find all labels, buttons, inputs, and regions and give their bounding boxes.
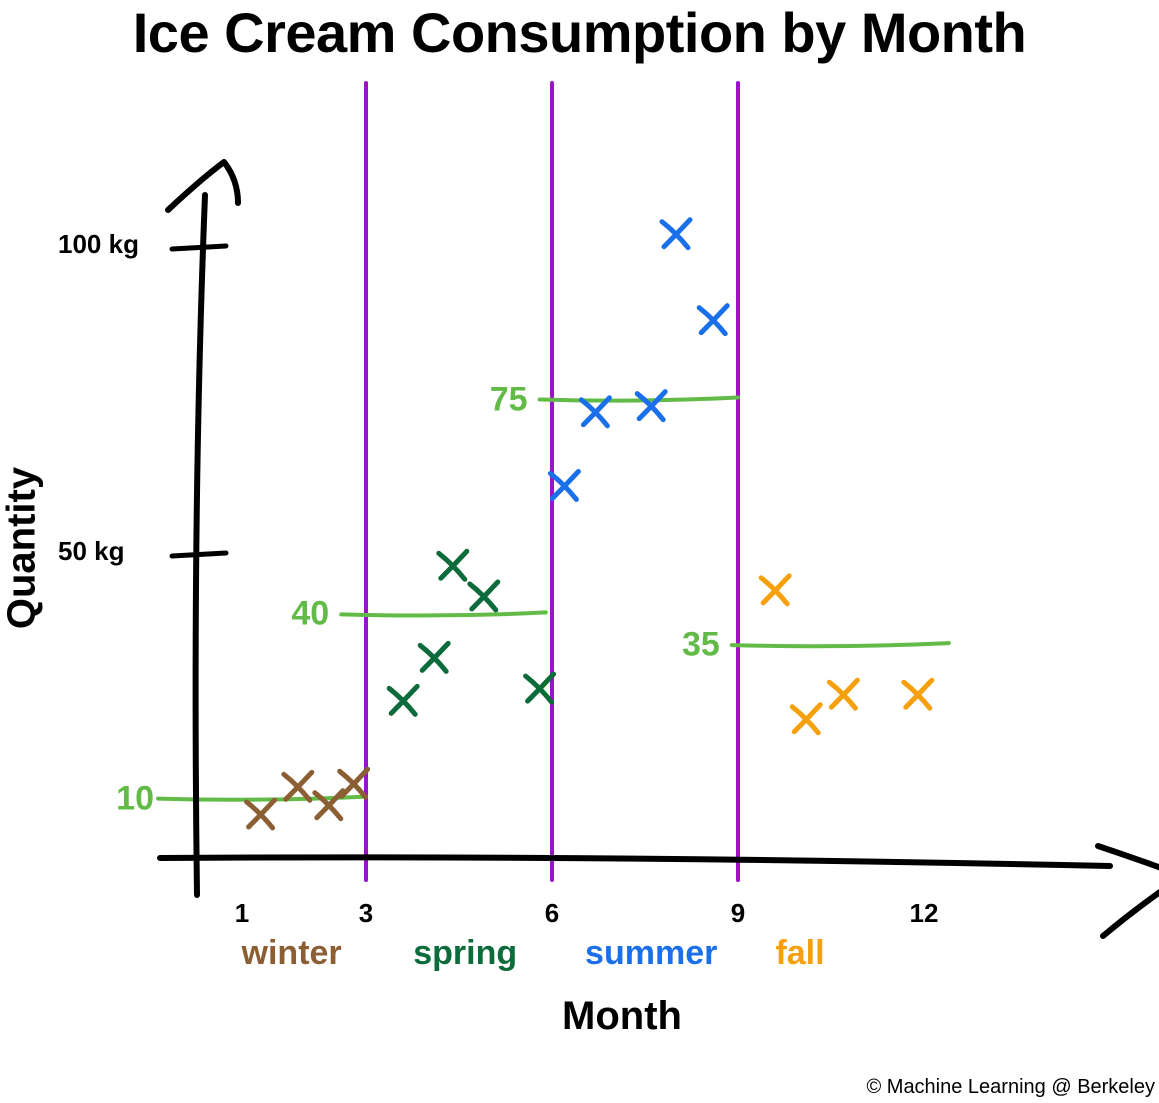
data-point-fall <box>789 702 823 736</box>
x-axis-arrowhead <box>1095 843 1159 939</box>
y-tick-label: 100 kg <box>58 229 139 259</box>
data-point-summer <box>634 389 668 423</box>
data-point-summer <box>547 468 581 502</box>
x-tick-label: 6 <box>544 898 560 928</box>
data-point-fall <box>758 573 792 607</box>
average-label-fall: 35 <box>681 625 720 664</box>
x-axis-line <box>157 854 1113 869</box>
x-axis-label: Month <box>562 994 682 1038</box>
x-tick-label: 3 <box>358 898 374 928</box>
average-line-fall <box>729 641 951 649</box>
average-label-winter: 10 <box>116 779 154 818</box>
y-axis-label: Quantity <box>0 466 44 630</box>
data-point-spring <box>523 671 557 705</box>
data-point-winter <box>312 788 346 822</box>
data-point-winter <box>281 769 315 803</box>
chart-title: Ice Cream Consumption by Month <box>132 1 1027 64</box>
data-point-summer <box>578 395 612 429</box>
y-tick-mark <box>169 243 229 252</box>
data-point-spring <box>467 579 501 613</box>
data-point-fall <box>826 677 860 711</box>
data-point-summer <box>659 217 693 251</box>
copyright-notice: © Machine Learning @ Berkeley <box>866 1076 1155 1098</box>
average-line-spring <box>339 610 548 618</box>
y-axis-line <box>192 192 208 898</box>
average-label-summer: 75 <box>489 380 528 418</box>
data-point-summer <box>696 303 730 337</box>
y-axis-arrowhead <box>165 159 241 213</box>
season-label-summer: summer <box>585 934 718 972</box>
average-line-summer <box>537 395 740 403</box>
season-label-spring: spring <box>413 934 518 972</box>
data-point-spring <box>436 548 470 582</box>
x-tick-label: 1 <box>234 898 250 928</box>
data-point-winter <box>337 766 371 800</box>
data-point-spring <box>386 683 420 717</box>
data-point-fall <box>901 677 935 711</box>
x-tick-label: 9 <box>730 898 746 928</box>
x-tick-label: 12 <box>909 898 939 928</box>
season-label-fall: fall <box>775 934 825 972</box>
season-label-winter: winter <box>241 934 342 972</box>
y-tick-label: 50 kg <box>58 536 125 566</box>
average-label-spring: 40 <box>291 594 330 633</box>
y-tick-mark <box>169 550 229 559</box>
data-point-spring <box>417 640 451 674</box>
data-point-winter <box>244 797 278 831</box>
